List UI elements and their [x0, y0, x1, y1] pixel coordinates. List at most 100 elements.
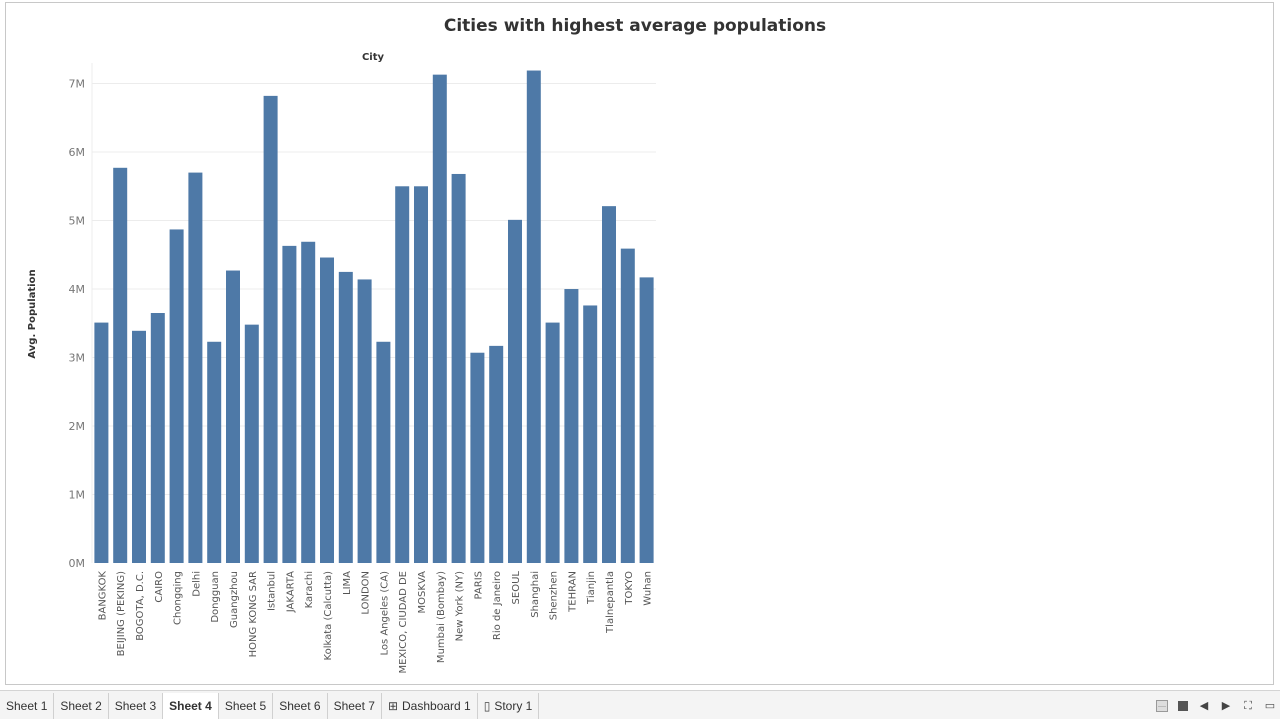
chart-title: Cities with highest average populations: [444, 16, 826, 36]
bar[interactable]: [395, 186, 410, 564]
bar[interactable]: [263, 95, 278, 563]
x-axis-categories: BANGKOK BEIJING (PEKING) BOGOTA, D.C. CAIRO…: [97, 571, 653, 674]
x-category-label: Dongguan: [210, 571, 221, 623]
bar[interactable]: [545, 322, 560, 563]
bar[interactable]: [451, 173, 466, 563]
y-tick-label: 7M: [69, 78, 86, 91]
x-category-label: LIMA: [342, 571, 353, 595]
bar[interactable]: [226, 270, 240, 563]
bar[interactable]: [282, 245, 297, 563]
x-category-label: MOSKVA: [417, 571, 428, 614]
y-tick-label: 1M: [69, 489, 86, 502]
sheet-tabs: Sheet 1 Sheet 2 Sheet 3 Sheet 4 Sheet 5 Sheet…: [0, 693, 540, 719]
tab-sheet-5[interactable]: Sheet 5: [219, 693, 274, 719]
y-tick-label: 5M: [69, 215, 86, 228]
bar[interactable]: [526, 70, 541, 564]
bar[interactable]: [602, 206, 616, 563]
bar[interactable]: [338, 271, 353, 563]
x-category-label: Chongqing: [173, 571, 184, 625]
x-category-label: Tianjin: [586, 571, 597, 605]
tab-label: Sheet 6: [279, 699, 321, 713]
tab-sheet-4[interactable]: Sheet 4: [163, 693, 219, 719]
tab-story-1[interactable]: ▯ Story 1: [478, 693, 540, 719]
x-category-label: Shenzhen: [549, 571, 560, 620]
bar[interactable]: [113, 167, 128, 563]
tab-sheet-2[interactable]: Sheet 2: [54, 693, 109, 719]
x-category-label: LONDON: [361, 571, 372, 615]
y-axis-ticks: 0M 1M 2M 3M 4M 5M 6M 7M: [69, 78, 86, 570]
bar[interactable]: [432, 74, 447, 564]
x-category-label: Mumbai (Bombay): [436, 571, 447, 663]
gridlines: [91, 63, 656, 563]
x-category-label: BOGOTA, D.C.: [135, 571, 146, 641]
column-header-city: City: [362, 52, 385, 63]
worksheet-canvas: Cities with highest average populations …: [5, 2, 1274, 685]
tab-view-icon[interactable]: [1178, 701, 1188, 711]
x-category-label: Guangzhou: [229, 571, 240, 628]
tab-label: Sheet 3: [114, 699, 157, 713]
tab-sheet-6[interactable]: Sheet 6: [273, 693, 328, 719]
x-category-label: Los Angeles (CA): [379, 571, 390, 656]
x-category-label: Tlalnepantla: [605, 571, 616, 634]
bar[interactable]: [244, 324, 259, 563]
x-category-label: Istanbul: [267, 571, 278, 611]
tab-label: Story 1: [494, 699, 533, 713]
tab-label: Sheet 4: [169, 699, 212, 713]
bar[interactable]: [301, 241, 316, 563]
bar[interactable]: [414, 186, 428, 564]
bar[interactable]: [376, 341, 391, 563]
tab-sheet-1[interactable]: Sheet 1: [0, 693, 55, 719]
next-sheet-icon[interactable]: ▶: [1221, 700, 1231, 712]
tab-dashboard-1[interactable]: ⊞ Dashboard 1: [382, 693, 478, 719]
previous-sheet-icon[interactable]: ◀: [1199, 700, 1209, 712]
fit-view-icon[interactable]: ⛶: [1244, 700, 1252, 712]
bar[interactable]: [150, 313, 165, 563]
sheet-tab-bar: Sheet 1 Sheet 2 Sheet 3 Sheet 4 Sheet 5 Sheet…: [0, 690, 1280, 719]
y-tick-label: 6M: [69, 146, 86, 159]
presentation-mode-icon[interactable]: ▭: [1264, 700, 1276, 712]
bar[interactable]: [583, 305, 598, 563]
y-axis-label: Avg. Population: [27, 269, 38, 358]
bar[interactable]: [207, 341, 222, 563]
bar[interactable]: [564, 289, 579, 563]
bar[interactable]: [188, 172, 203, 563]
bar[interactable]: [639, 277, 654, 563]
x-category-label: SEOUL: [511, 571, 522, 605]
bar[interactable]: [470, 352, 485, 563]
bar[interactable]: [357, 279, 372, 563]
bar[interactable]: [489, 345, 504, 563]
x-category-label: Kolkata (Calcutta): [323, 571, 334, 661]
y-tick-label: 0M: [69, 557, 86, 570]
tab-sheet-7[interactable]: Sheet 7: [328, 693, 382, 719]
x-category-label: Delhi: [191, 571, 202, 597]
x-category-label: Karachi: [304, 571, 315, 608]
x-category-label: CAIRO: [154, 571, 165, 603]
x-category-label: New York (NY): [455, 571, 466, 641]
tab-label: Sheet 2: [60, 699, 102, 713]
bar[interactable]: [169, 229, 184, 563]
tab-label: Sheet 7: [333, 699, 375, 713]
x-category-label: MEXICO, CIUDAD DE: [398, 571, 409, 673]
status-controls: ◀ ▶ ⛶ ▭: [1156, 695, 1276, 717]
tab-sheet-3[interactable]: Sheet 3: [109, 693, 164, 719]
bar[interactable]: [94, 322, 109, 563]
x-category-label: BEIJING (PEKING): [116, 571, 127, 656]
bar[interactable]: [320, 257, 334, 563]
x-category-label: BANGKOK: [97, 571, 108, 621]
dashboard-icon: ⊞: [387, 699, 398, 713]
bars: [94, 70, 654, 564]
bar[interactable]: [508, 219, 522, 564]
x-category-label: Wuhan: [643, 571, 654, 606]
y-tick-label: 2M: [69, 420, 86, 433]
x-category-label: TOKYO: [624, 571, 635, 606]
x-category-label: HONG KONG SAR: [248, 571, 259, 657]
x-category-label: JAKARTA: [285, 571, 296, 613]
x-category-label: PARIS: [473, 571, 484, 599]
bar[interactable]: [620, 248, 635, 563]
filmstrip-view-icon[interactable]: [1156, 700, 1168, 712]
tab-label: Dashboard 1: [402, 699, 471, 713]
bar[interactable]: [132, 330, 146, 563]
tab-label: Sheet 5: [224, 699, 267, 713]
tab-label: Sheet 1: [6, 699, 48, 713]
y-tick-label: 4M: [69, 283, 86, 296]
